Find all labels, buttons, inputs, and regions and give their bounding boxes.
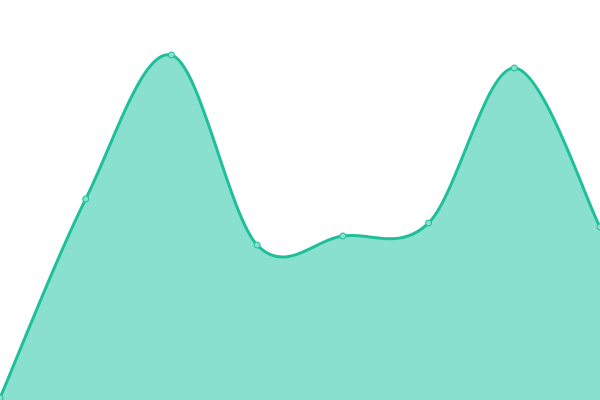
- area-fill: [0, 54, 600, 400]
- data-point-0: [0, 394, 4, 400]
- data-points: [0, 51, 600, 400]
- data-point-5: [425, 219, 433, 227]
- data-point-4: [339, 232, 347, 240]
- data-point-2: [167, 51, 175, 59]
- data-point-1: [82, 195, 90, 203]
- data-point-3: [253, 241, 261, 249]
- data-point-6: [510, 64, 518, 72]
- data-point-7: [596, 223, 600, 231]
